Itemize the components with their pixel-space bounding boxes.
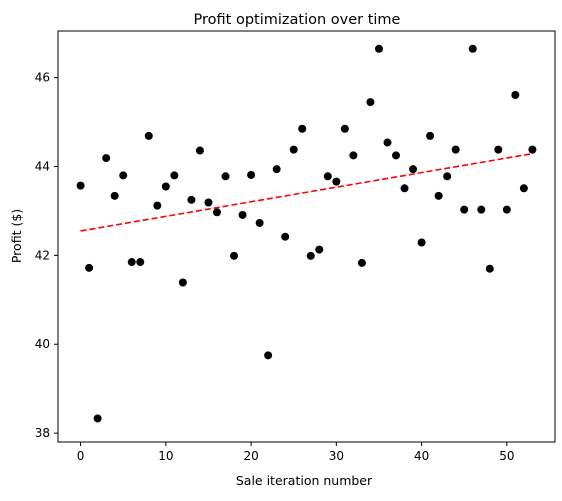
- data-point: [443, 172, 451, 180]
- x-axis-label: Sale iteration number: [236, 473, 373, 488]
- data-point: [307, 252, 315, 260]
- y-axis-label: Profit ($): [9, 209, 24, 263]
- data-point: [213, 208, 221, 216]
- data-point: [332, 178, 340, 186]
- y-tick-label: 46: [35, 71, 50, 85]
- data-point: [204, 199, 212, 207]
- data-point: [409, 165, 417, 173]
- x-tick-label: 0: [77, 449, 85, 463]
- data-point: [145, 132, 153, 140]
- data-point: [187, 196, 195, 204]
- data-point: [162, 183, 170, 191]
- data-point: [520, 184, 528, 192]
- data-point: [452, 146, 460, 154]
- data-point: [290, 146, 298, 154]
- data-point: [298, 125, 306, 133]
- data-point: [315, 246, 323, 254]
- x-tick-label: 20: [243, 449, 258, 463]
- data-point: [247, 171, 255, 179]
- data-point: [366, 98, 374, 106]
- y-tick-label: 42: [35, 248, 50, 262]
- data-point: [358, 259, 366, 267]
- data-point: [239, 211, 247, 219]
- data-point: [170, 171, 178, 179]
- y-tick-label: 40: [35, 337, 50, 351]
- data-point: [85, 264, 93, 272]
- data-point: [494, 146, 502, 154]
- data-point: [136, 258, 144, 266]
- data-point: [128, 258, 136, 266]
- data-point: [196, 147, 204, 155]
- data-point: [460, 206, 468, 214]
- x-tick-label: 30: [329, 449, 344, 463]
- data-point: [77, 182, 85, 190]
- data-point: [426, 132, 434, 140]
- data-point: [273, 165, 281, 173]
- data-point: [264, 351, 272, 359]
- data-point: [222, 172, 230, 180]
- data-point: [392, 151, 400, 159]
- data-point: [324, 172, 332, 180]
- data-point: [477, 206, 485, 214]
- data-point: [469, 45, 477, 53]
- data-point: [486, 265, 494, 273]
- data-point: [383, 139, 391, 147]
- data-point: [94, 414, 102, 422]
- data-point: [503, 206, 511, 214]
- trend-line: [81, 154, 533, 231]
- data-point: [511, 91, 519, 99]
- data-point: [341, 125, 349, 133]
- data-point: [418, 238, 426, 246]
- data-point: [230, 252, 238, 260]
- data-point: [281, 233, 289, 241]
- data-point: [349, 151, 357, 159]
- plot-frame: [58, 31, 555, 442]
- data-point: [256, 219, 264, 227]
- data-point: [119, 171, 127, 179]
- data-point: [179, 278, 187, 286]
- x-tick-label: 50: [499, 449, 514, 463]
- x-tick-label: 10: [158, 449, 173, 463]
- y-axis-ticks: 38 40 42 44 46: [35, 71, 58, 440]
- y-tick-label: 44: [35, 160, 50, 174]
- data-point: [401, 184, 409, 192]
- data-point: [435, 192, 443, 200]
- data-point: [153, 202, 161, 210]
- data-point: [111, 192, 119, 200]
- data-point: [528, 146, 536, 154]
- y-tick-label: 38: [35, 426, 50, 440]
- data-point: [102, 154, 110, 162]
- data-point: [375, 45, 383, 53]
- chart-title: Profit optimization over time: [194, 12, 401, 28]
- x-axis-ticks: 0 10 20 30 40 50: [77, 442, 515, 463]
- data-points: [77, 45, 537, 423]
- x-tick-label: 40: [414, 449, 429, 463]
